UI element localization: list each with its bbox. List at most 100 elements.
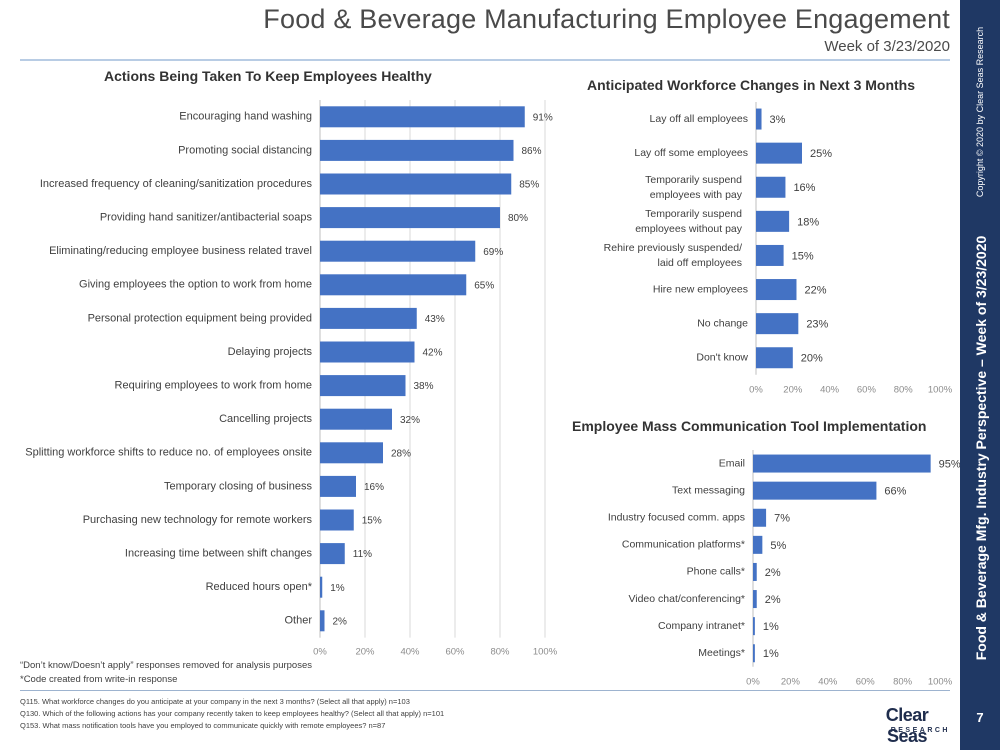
communication-category-label: Company intranet* [658, 620, 745, 632]
workforce-tick-label: 20% [783, 385, 803, 396]
workforce-tick-label: 0% [749, 385, 763, 396]
actions-category-label: Requiring employees to work from home [115, 380, 312, 392]
communication-category-label: Communication platforms* [622, 539, 745, 551]
actions-bar [320, 307, 417, 329]
actions-bar [320, 442, 383, 464]
workforce-category-label: Temporarily suspend [645, 208, 742, 220]
actions-tick-label: 100% [533, 647, 558, 658]
actions-bar [320, 509, 354, 531]
actions-category-label: Temporary closing of business [164, 480, 312, 492]
workforce-bar [756, 279, 797, 301]
actions-bar [320, 240, 476, 262]
actions-value-label: 86% [522, 146, 542, 157]
actions-tick-label: 40% [400, 647, 420, 658]
workforce-category-label: employees with pay [650, 189, 743, 201]
actions-value-label: 1% [330, 583, 345, 594]
actions-value-label: 42% [423, 348, 443, 359]
workforce-value-label: 25% [810, 148, 832, 160]
workforce-category-label: No change [697, 317, 748, 329]
actions-chart-svg: 91% Encouraging hand washing 86% Promoting … [25, 100, 558, 658]
page-subtitle: Week of 3/23/2020 [824, 38, 950, 55]
workforce-bar [756, 244, 784, 266]
communication-tick-label: 60% [856, 677, 876, 688]
workforce-value-label: 22% [804, 284, 826, 296]
actions-value-label: 91% [533, 112, 553, 123]
actions-value-label: 65% [474, 280, 494, 291]
actions-bar [320, 408, 392, 430]
workforce-tick-label: 40% [820, 385, 840, 396]
footnote-q115: Q115. What workforce changes do you anti… [20, 697, 410, 706]
chart-title-communication: Employee Mass Communication Tool Impleme… [572, 418, 927, 434]
communication-bar [753, 644, 755, 663]
communication-value-label: 1% [763, 621, 779, 633]
workforce-chart: 3% Lay off all employees 25% Lay off some e… [570, 100, 955, 400]
communication-chart: 95% Email 66% Text messaging 7% Industry focu… [570, 448, 960, 690]
chart-title-actions: Actions Being Taken To Keep Employees He… [104, 68, 432, 84]
actions-category-label: Reduced hours open* [206, 581, 313, 593]
actions-category-label: Increased frequency of cleaning/sanitiza… [40, 178, 313, 190]
copyright-text: Copyright © 2020 by Clear Seas Research [975, 26, 985, 198]
actions-value-label: 38% [414, 381, 434, 392]
communication-tick-label: 0% [746, 677, 760, 688]
note-write-in: *Code created from write-in response [20, 674, 178, 685]
communication-category-label: Text messaging [672, 484, 745, 496]
actions-tick-label: 60% [445, 647, 465, 658]
communication-bar [753, 454, 931, 473]
communication-category-label: Email [719, 457, 745, 469]
logo-name: Clear Seas [885, 705, 929, 746]
communication-value-label: 2% [765, 567, 781, 579]
communication-value-label: 5% [770, 540, 786, 552]
actions-category-label: Other [284, 615, 312, 627]
footnote-q153: Q153. What mass notification tools have … [20, 721, 386, 730]
actions-bar [320, 576, 323, 598]
actions-value-label: 28% [391, 448, 411, 459]
actions-value-label: 2% [333, 616, 348, 627]
actions-tick-label: 20% [355, 647, 375, 658]
workforce-bar [756, 176, 786, 198]
actions-category-label: Promoting social distancing [178, 144, 312, 156]
actions-value-label: 85% [519, 180, 539, 191]
chart-title-workforce: Anticipated Workforce Changes in Next 3 … [587, 77, 916, 93]
workforce-bar [756, 210, 790, 232]
actions-value-label: 16% [364, 482, 384, 493]
actions-value-label: 11% [353, 549, 372, 560]
actions-category-label: Personal protection equipment being prov… [88, 312, 312, 324]
actions-tick-label: 0% [313, 647, 327, 658]
actions-category-label: Eliminating/reducing employee business r… [49, 245, 312, 257]
communication-category-label: Phone calls* [687, 566, 745, 578]
actions-category-label: Providing hand sanitizer/antibacterial s… [100, 212, 313, 224]
footnote-q130: Q130. Which of the following actions has… [20, 709, 445, 718]
workforce-category-label: Temporarily suspend [645, 174, 742, 186]
actions-bar [320, 207, 500, 229]
communication-value-label: 1% [763, 648, 779, 660]
actions-category-label: Giving employees the option to work from… [79, 279, 312, 291]
footer-divider [20, 690, 950, 691]
actions-bar [320, 375, 406, 397]
workforce-value-label: 16% [793, 182, 815, 194]
clear-seas-logo: Clear Seas RESEARCH [864, 705, 950, 746]
actions-value-label: 32% [400, 415, 420, 426]
workforce-chart-svg: 3% Lay off all employees 25% Lay off some e… [604, 102, 953, 396]
actions-value-label: 80% [508, 213, 528, 224]
workforce-category-label: laid off employees [658, 257, 742, 269]
note-dont-know: “Don’t know/Doesn’t apply” responses rem… [20, 660, 312, 671]
actions-bar [320, 341, 415, 363]
actions-tick-label: 80% [490, 647, 510, 658]
sidebar [960, 0, 1000, 750]
communication-bar [753, 562, 757, 581]
actions-bar [320, 543, 345, 565]
actions-category-label: Cancelling projects [219, 413, 312, 425]
communication-tick-label: 100% [928, 677, 953, 688]
communication-bar [753, 590, 757, 609]
workforce-value-label: 18% [797, 216, 819, 228]
actions-bar [320, 173, 512, 195]
actions-category-label: Purchasing new technology for remote wor… [83, 514, 313, 526]
communication-value-label: 95% [939, 458, 960, 470]
actions-value-label: 69% [483, 247, 503, 258]
communication-bar [753, 617, 755, 636]
header-divider [20, 59, 950, 61]
communication-tick-label: 40% [818, 677, 838, 688]
communication-bar [753, 508, 767, 527]
workforce-tick-label: 100% [928, 385, 953, 396]
communication-value-label: 2% [765, 594, 781, 606]
